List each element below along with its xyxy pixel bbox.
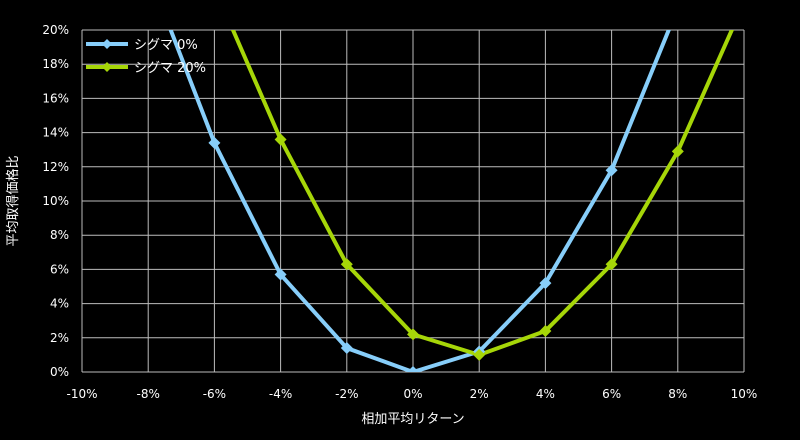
legend-item-2: シグマ 20% [86,61,206,76]
data-point [274,133,287,146]
x-tick-label: -8% [137,387,160,401]
data-point [539,324,552,337]
grid-lines [81,29,745,373]
x-tick-label: 8% [668,387,687,401]
x-tick-label: 2% [470,387,489,401]
x-tick-label: -2% [335,387,358,401]
x-tick-labels: -10% -8% -6% -4% -2% 0% 2% 4% 6% 8% 10% [66,387,757,401]
data-point [407,328,419,341]
y-tick-label: 10% [42,194,69,208]
data-point [274,268,287,281]
data-point [671,145,684,158]
y-tick-label: 14% [42,126,69,140]
series-markers [208,133,684,372]
x-tick-label: -6% [203,387,226,401]
data-point [208,136,221,149]
series-line-1 [168,30,671,372]
data-point [340,258,353,271]
y-tick-label: 18% [42,57,69,71]
legend-marker [102,39,112,49]
data-point [407,366,419,372]
legend-marker [102,62,112,72]
legend: シグマ 0% シグマ 20% [86,38,206,76]
x-tick-label: 0% [403,387,422,401]
y-axis-title: 平均取得価格比 [5,155,21,246]
y-tick-label: 20% [42,23,69,37]
y-tick-label: 2% [50,331,69,345]
y-tick-labels: 0% 2% 4% 6% 8% 10% 12% 14% 16% 18% 20% [42,23,69,379]
x-tick-label: -4% [269,387,292,401]
x-tick-label: -10% [66,387,97,401]
data-point [605,258,618,271]
x-tick-label: 4% [536,387,555,401]
x-tick-label: 10% [731,387,758,401]
data-point [340,342,353,355]
data-point [539,277,552,290]
x-axis-title: 相加平均リターン [361,412,464,427]
y-tick-label: 16% [42,91,69,105]
legend-item-1: シグマ 0% [86,38,198,53]
y-tick-label: 6% [50,262,69,276]
y-tick-label: 4% [50,297,69,311]
legend-label: シグマ 20% [134,61,206,76]
y-tick-label: 12% [42,160,69,174]
x-tick-label: 6% [602,387,621,401]
y-tick-label: 8% [50,228,69,242]
data-point [473,348,486,361]
series-lines [168,30,735,372]
legend-label: シグマ 0% [134,38,198,53]
y-tick-label: 0% [50,365,69,379]
data-point [605,164,618,177]
